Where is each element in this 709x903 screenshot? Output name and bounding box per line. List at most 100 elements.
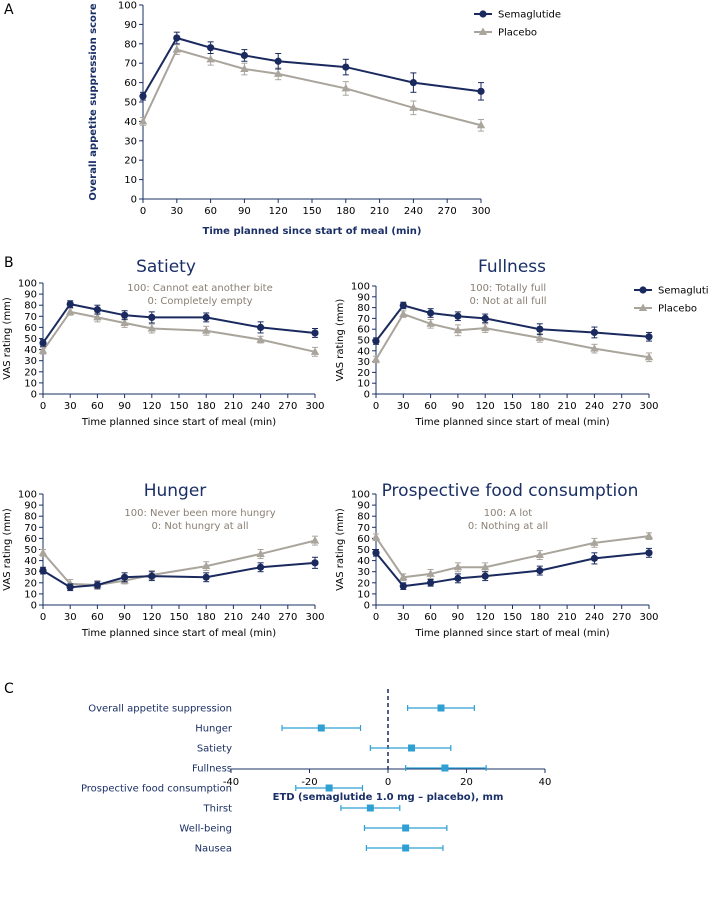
y-tick-label: 70: [124, 59, 137, 70]
data-point-semaglutide: [372, 337, 380, 345]
x-tick-label: 60: [91, 401, 104, 412]
y-tick-label: 0: [31, 390, 37, 401]
x-axis-label: ETD (semaglutide 1.0 mg – placebo), mm: [273, 792, 504, 803]
y-tick-label: 0: [131, 195, 137, 206]
data-point-semaglutide: [121, 311, 129, 319]
data-point-semaglutide: [427, 579, 435, 587]
point-estimate: [402, 824, 410, 832]
forest-row-label: Thirst: [203, 804, 233, 815]
x-tick-label: 240: [251, 401, 270, 412]
x-tick-label: 0: [40, 401, 46, 412]
x-tick-label: 90: [452, 401, 465, 412]
x-tick-label: 270: [612, 612, 631, 623]
x-tick-label: 240: [585, 401, 604, 412]
y-tick-label: 40: [357, 346, 370, 357]
panel-title: Satiety: [136, 257, 196, 277]
data-point-semaglutide: [148, 313, 156, 322]
data-point-placebo: [274, 69, 283, 77]
y-tick-label: 50: [357, 336, 370, 347]
x-tick-label: 180: [530, 401, 549, 412]
data-point-semaglutide: [454, 312, 462, 320]
data-point-placebo: [202, 561, 211, 570]
x-axis-label: Time planned since start of meal (min): [81, 417, 276, 428]
y-tick-label: 70: [357, 314, 370, 325]
data-point-placebo: [644, 531, 654, 540]
data-point-placebo: [147, 324, 156, 332]
panel-title: Fullness: [478, 257, 546, 277]
data-point-placebo: [256, 549, 265, 557]
y-tick-label: 0: [31, 601, 37, 612]
y-tick-label: 50: [24, 334, 37, 345]
y-tick-label: 50: [357, 545, 370, 556]
data-point-placebo: [590, 538, 599, 546]
y-tick-label: 0: [364, 601, 370, 612]
point-estimate: [437, 704, 445, 712]
data-point-placebo: [206, 54, 215, 63]
x-tick-label: 180: [197, 612, 216, 623]
x-tick-label: 120: [269, 206, 288, 217]
y-tick-label: 100: [18, 490, 37, 501]
series-line-placebo: [42, 310, 316, 353]
forest-row-label: Fullness: [192, 764, 232, 775]
data-point-placebo: [66, 307, 75, 315]
data-point-placebo: [371, 354, 381, 363]
data-point-semaglutide: [257, 323, 265, 331]
data-point-semaglutide: [39, 339, 47, 347]
y-tick-label: 70: [357, 523, 370, 534]
scale-annotation: 100: Totally full: [470, 283, 546, 294]
y-axis-label: Overall appetite suppression score: [88, 3, 99, 201]
y-tick-label: 10: [24, 589, 37, 600]
x-tick-label: 30: [170, 206, 183, 217]
y-tick-label: 40: [124, 117, 137, 128]
data-point-semaglutide: [311, 329, 319, 337]
x-tick-label: 240: [585, 612, 604, 623]
x-tick-label: 210: [224, 612, 243, 623]
data-point-placebo: [590, 344, 599, 352]
data-point-semaglutide: [536, 325, 544, 333]
x-tick-label: 150: [169, 612, 188, 623]
x-tick-label: 240: [251, 612, 270, 623]
data-point-semaglutide: [121, 573, 129, 581]
y-tick-label: 60: [24, 323, 37, 334]
data-point-semaglutide: [139, 92, 147, 100]
scale-annotation: 100: Never been more hungry: [124, 508, 275, 519]
series-line-semaglutide: [375, 304, 650, 342]
x-tick-label: 90: [118, 612, 131, 623]
y-tick-label: 50: [124, 98, 137, 109]
scale-annotation: 0: Nothing at all: [468, 521, 548, 532]
point-estimate: [408, 744, 416, 752]
x-tick-label: 60: [424, 401, 437, 412]
data-point-semaglutide: [93, 581, 101, 589]
x-tick-label: 270: [278, 401, 297, 412]
data-point-semaglutide: [207, 44, 215, 52]
data-point-semaglutide: [93, 306, 101, 314]
y-tick-label: 10: [24, 378, 37, 389]
x-tick-label: 0: [140, 206, 146, 217]
data-point-placebo: [409, 103, 418, 111]
data-point-placebo: [38, 346, 48, 354]
panel-title: Hunger: [144, 481, 207, 501]
x-tick-label: 30: [397, 401, 410, 412]
x-tick-label: 150: [503, 401, 522, 412]
data-point-placebo: [481, 562, 490, 571]
legend-label: Placebo: [498, 28, 537, 39]
data-point-semaglutide: [536, 566, 544, 575]
data-point-placebo: [341, 83, 350, 92]
data-point-placebo: [38, 548, 48, 556]
forest-row-label: Satiety: [197, 744, 232, 755]
data-point-semaglutide: [39, 566, 47, 575]
data-point-placebo: [644, 352, 654, 361]
legend-label: Semaglutide: [658, 286, 709, 297]
data-point-placebo: [426, 569, 435, 577]
x-tick-label: 90: [118, 401, 131, 412]
data-point-placebo: [481, 323, 490, 332]
y-tick-label: 30: [24, 567, 37, 578]
y-tick-label: 20: [357, 578, 370, 589]
y-tick-label: 30: [357, 567, 370, 578]
scale-annotation: 0: Not hungry at all: [151, 521, 248, 532]
x-tick-label: 180: [336, 206, 355, 217]
x-tick-label: 30: [64, 401, 77, 412]
